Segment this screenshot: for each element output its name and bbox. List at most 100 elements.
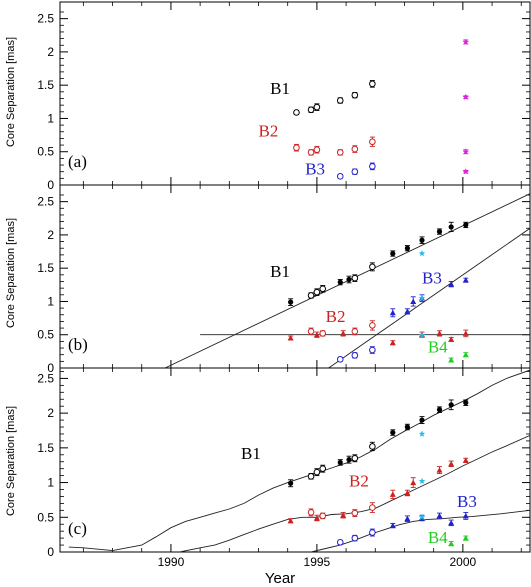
point-b2 xyxy=(287,517,294,524)
point-b1 xyxy=(369,443,376,450)
point-b2 xyxy=(340,512,347,518)
point-b2 xyxy=(369,322,376,329)
panel-frame xyxy=(59,367,531,553)
point-b3 xyxy=(369,529,376,536)
point-b1 xyxy=(313,288,321,296)
point-mag xyxy=(462,148,469,155)
component-label-b2: B2 xyxy=(259,121,279,140)
point-b3 xyxy=(389,309,396,316)
y-tick-label: 1 xyxy=(47,294,54,308)
point-b2 xyxy=(369,138,376,146)
component-label-b4: B4 xyxy=(428,528,448,547)
point-b3 xyxy=(336,538,344,546)
point-b2 xyxy=(313,331,320,338)
point-b1 xyxy=(351,91,359,99)
point-b1 xyxy=(351,274,359,282)
point-b3 xyxy=(410,298,417,304)
point-b1 xyxy=(404,245,410,251)
point-b2 xyxy=(448,336,455,342)
point-b1 xyxy=(337,279,343,285)
component-label-b2: B2 xyxy=(326,307,346,326)
y-axis-title-b: Core Separation [mas] xyxy=(5,218,17,328)
point-b2 xyxy=(307,328,315,335)
point-b3 xyxy=(336,356,344,363)
point-b2 xyxy=(389,491,396,497)
point-b3 xyxy=(389,522,396,529)
point-b1 xyxy=(448,402,454,408)
y-axis-title-a: Core Separation [mas] xyxy=(5,37,17,147)
y-tick-label: 1.5 xyxy=(37,441,54,455)
point-b2 xyxy=(319,512,327,520)
y-axis-title-c: Core Separation [mas] xyxy=(5,406,17,516)
point-b3 xyxy=(448,281,455,287)
point-b1 xyxy=(346,276,352,283)
y-tick-label: 2 xyxy=(47,228,54,242)
component-label-b4: B4 xyxy=(428,338,448,357)
y-tick-label: 1.5 xyxy=(37,261,54,275)
point-b1 xyxy=(336,97,344,104)
panel-c: 0.5 1 1.5 2 2.5 0 (c) B1 B2 B3 B4 xyxy=(37,367,531,559)
point-b1 xyxy=(463,400,469,406)
point-b3 xyxy=(369,163,376,170)
y-tick-label: 0.5 xyxy=(37,510,54,524)
component-label-b1: B1 xyxy=(241,444,261,463)
component-label-b1: B1 xyxy=(270,79,290,98)
point-b3 xyxy=(448,519,455,526)
point-b1 xyxy=(337,459,343,466)
point-b1 xyxy=(307,473,315,480)
point-cyan xyxy=(418,513,426,520)
point-b1 xyxy=(436,228,443,235)
y-tick-label: 0.5 xyxy=(37,145,54,159)
fit-line-b1 xyxy=(68,369,530,552)
point-b2 xyxy=(404,489,411,496)
point-b4 xyxy=(462,351,469,358)
point-cyan xyxy=(418,332,426,339)
point-b2 xyxy=(436,330,443,336)
point-b3 xyxy=(404,515,411,522)
point-b1 xyxy=(307,292,315,299)
point-b1 xyxy=(369,80,376,88)
panel-frame xyxy=(59,1,531,186)
component-label-b2: B2 xyxy=(349,472,369,491)
fit-line-b3 xyxy=(310,509,530,552)
point-b1 xyxy=(351,454,359,462)
point-cyan xyxy=(418,477,426,484)
point-b2 xyxy=(351,509,359,517)
point-b2 xyxy=(313,146,321,154)
component-label-b3: B3 xyxy=(422,268,442,287)
x-tick-label: 2000 xyxy=(450,555,477,569)
x-tick-label: 1990 xyxy=(158,555,185,569)
point-b3 xyxy=(404,308,411,314)
y-tick-label: 0.5 xyxy=(37,328,54,342)
point-b2 xyxy=(307,149,315,156)
point-b1 xyxy=(307,106,315,114)
point-b1 xyxy=(404,424,410,430)
point-b3 xyxy=(436,512,443,519)
y-tick-label: 0 xyxy=(47,178,54,192)
y-tick-label: 1 xyxy=(47,476,54,490)
point-b1 xyxy=(390,429,396,436)
point-b1 xyxy=(369,263,376,271)
point-cyan xyxy=(418,430,426,437)
point-b2 xyxy=(389,339,396,346)
point-b1 xyxy=(288,480,294,486)
panel-label: (b) xyxy=(68,335,88,354)
point-b2 xyxy=(462,457,469,463)
point-b3 xyxy=(351,534,359,542)
panel-b: 0.5 1 1.5 2 2.5 0 (b) B1 B2 B3 B4 xyxy=(37,184,531,375)
point-b2 xyxy=(287,335,294,341)
point-b1 xyxy=(293,109,300,116)
point-mag xyxy=(462,38,469,45)
y-tick-label: 0 xyxy=(47,361,54,375)
point-b1 xyxy=(319,285,327,293)
point-b1 xyxy=(436,407,443,413)
point-mag xyxy=(462,93,469,100)
y-tick-label: 2.5 xyxy=(37,12,54,26)
panel-label: (a) xyxy=(68,152,87,171)
point-b2 xyxy=(369,504,376,511)
point-b3 xyxy=(462,512,469,519)
point-b1 xyxy=(390,250,396,257)
point-b1 xyxy=(319,465,327,472)
point-b2 xyxy=(313,514,320,521)
